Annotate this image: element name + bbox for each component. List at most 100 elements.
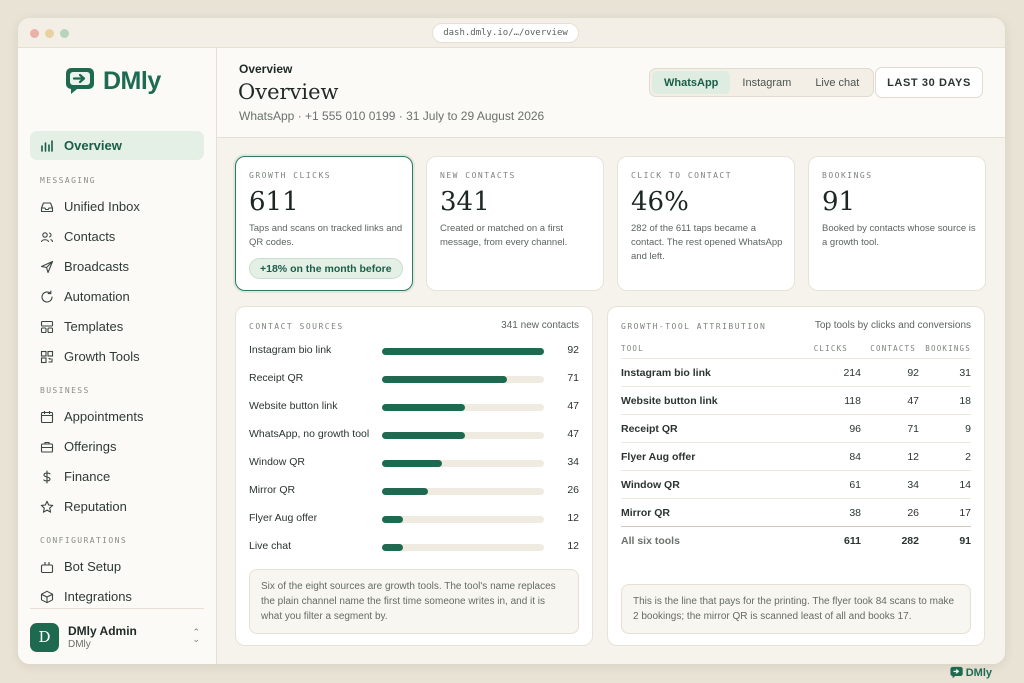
table-row[interactable]: Website button link 118 47 18 [621, 386, 971, 414]
template-icon [40, 320, 54, 333]
metric-card-click-to-contact[interactable]: CLICK TO CONTACT 46% 282 of the 611 taps… [617, 156, 795, 291]
attribution-caption: Top tools by clicks and conversions [814, 320, 971, 331]
sidebar-item-offerings[interactable]: Offerings [30, 432, 204, 461]
sidebar-item-contacts[interactable]: Contacts [30, 222, 204, 251]
source-bar-track [382, 544, 544, 551]
source-row[interactable]: Website button link 47 [249, 399, 579, 415]
source-bar-track [382, 516, 544, 523]
maximize-window-dot[interactable] [60, 29, 69, 38]
bot-icon [40, 561, 54, 573]
sidebar-item-broadcasts[interactable]: Broadcasts [30, 252, 204, 281]
bookings-cell: 17 [959, 507, 971, 519]
source-row[interactable]: Live chat 12 [249, 539, 579, 555]
source-bar-fill [382, 348, 544, 355]
star-icon [40, 500, 54, 513]
user-name: DMly Admin [68, 624, 137, 638]
address-bar[interactable]: dash.dmly.io/…/overview [432, 23, 579, 43]
metric-card-bookings[interactable]: BOOKINGS 91 Booked by contacts whose sou… [808, 156, 986, 291]
tool-name: All six tools [621, 535, 680, 547]
source-value: 34 [567, 456, 579, 468]
footer-brand: DMly [950, 666, 992, 679]
browser-titlebar: dash.dmly.io/…/overview [18, 18, 1005, 48]
sidebar-item-label: Growth Tools [64, 349, 140, 364]
tab-instagram[interactable]: Instagram [742, 76, 792, 89]
tool-name: Website button link [621, 395, 718, 407]
clicks-cell: 84 [849, 451, 861, 463]
source-value: 26 [567, 484, 579, 496]
sidebar-item-label: Bot Setup [64, 559, 122, 574]
table-row[interactable]: Mirror QR 38 26 17 [621, 498, 971, 526]
metric-label: CLICK TO CONTACT [631, 171, 733, 180]
source-row[interactable]: WhatsApp, no growth tool 47 [249, 427, 579, 443]
sidebar-item-overview[interactable]: Overview [30, 131, 204, 160]
main-content: Overview Overview WhatsApp · +1 555 010 … [217, 48, 1005, 664]
sidebar-item-reputation[interactable]: Reputation [30, 492, 204, 521]
attribution-note: This is the line that pays for the print… [621, 584, 971, 634]
sidebar-item-automation[interactable]: Automation [30, 282, 204, 311]
column-header-contacts[interactable]: CONTACTS [870, 344, 916, 353]
sidebar-item-label: Automation [64, 289, 130, 304]
metric-value: 611 [249, 187, 299, 217]
source-bar-fill [382, 460, 442, 467]
source-row[interactable]: Receipt QR 71 [249, 371, 579, 387]
qr-icon [40, 350, 54, 363]
contacts-cell: 47 [907, 395, 919, 407]
contact-sources-panel: CONTACT SOURCES 341 new contacts Instagr… [235, 306, 593, 646]
source-bar-track [382, 376, 544, 383]
tool-name: Flyer Aug offer [621, 451, 696, 463]
source-value: 47 [567, 400, 579, 412]
table-row[interactable]: Flyer Aug offer 84 12 2 [621, 442, 971, 470]
page-header: Overview Overview WhatsApp · +1 555 010 … [217, 48, 1005, 138]
sidebar-item-appointments[interactable]: Appointments [30, 402, 204, 431]
source-bar-track [382, 460, 544, 467]
clicks-cell: 96 [849, 423, 861, 435]
sidebar-item-finance[interactable]: Finance [30, 462, 204, 491]
tab-whatsapp[interactable]: WhatsApp [652, 71, 731, 94]
source-row[interactable]: Mirror QR 26 [249, 483, 579, 499]
source-bar-fill [382, 404, 465, 411]
source-bar-fill [382, 432, 465, 439]
column-header-bookings[interactable]: BOOKINGS [925, 344, 971, 353]
sidebar-item-templates[interactable]: Templates [30, 312, 204, 341]
send-icon [40, 260, 54, 273]
minimize-window-dot[interactable] [45, 29, 54, 38]
metric-label: GROWTH CLICKS [249, 171, 332, 180]
source-row[interactable]: Instagram bio link 92 [249, 343, 579, 359]
table-row[interactable]: Instagram bio link 214 92 31 [621, 358, 971, 386]
sidebar-item-bot-setup[interactable]: Bot Setup [30, 552, 204, 581]
date-range-button[interactable]: LAST 30 DAYS [875, 67, 983, 98]
sources-note: Six of the eight sources are growth tool… [249, 569, 579, 634]
metric-card-growth-clicks[interactable]: GROWTH CLICKS 611 Taps and scans on trac… [235, 156, 413, 291]
clicks-cell: 61 [849, 479, 861, 491]
table-total-row[interactable]: All six tools 611 282 91 [621, 526, 971, 554]
panel-label: CONTACT SOURCES [249, 322, 344, 331]
table-row[interactable]: Receipt QR 96 71 9 [621, 414, 971, 442]
column-header-tool[interactable]: TOOL [621, 344, 644, 353]
tab-live-chat[interactable]: Live chat [815, 76, 860, 89]
panel-label: GROWTH-TOOL ATTRIBUTION [621, 322, 767, 331]
section-label-configurations: CONFIGURATIONS [40, 536, 128, 545]
sidebar-item-label: Broadcasts [64, 259, 130, 274]
attribution-panel: GROWTH-TOOL ATTRIBUTION Top tools by cli… [607, 306, 985, 646]
source-row[interactable]: Window QR 34 [249, 455, 579, 471]
source-value: 92 [567, 344, 579, 356]
metric-description: Taps and scans on tracked links and QR c… [249, 223, 403, 248]
source-value: 71 [567, 372, 579, 384]
source-bar-fill [382, 544, 404, 551]
metric-value: 341 [440, 187, 490, 217]
brand-logo[interactable]: DMly [65, 66, 161, 96]
source-row[interactable]: Flyer Aug offer 12 [249, 511, 579, 527]
table-row[interactable]: Window QR 61 34 14 [621, 470, 971, 498]
metric-card-new-contacts[interactable]: NEW CONTACTS 341 Created or matched on a… [426, 156, 604, 291]
sidebar-item-growth-tools[interactable]: Growth Tools [30, 342, 204, 371]
bookings-cell: 18 [959, 395, 971, 407]
sidebar-item-label: Overview [64, 138, 122, 153]
avatar: D [30, 622, 59, 652]
metric-description: Created or matched on a first message, f… [440, 223, 568, 248]
sidebar-item-integrations[interactable]: Integrations [30, 582, 204, 611]
sidebar-item-unified-inbox[interactable]: Unified Inbox [30, 192, 204, 221]
close-window-dot[interactable] [30, 29, 39, 38]
column-header-clicks[interactable]: CLICKS [813, 344, 848, 353]
account-switcher[interactable]: D DMly Admin DMly ⌃ ⌄ [30, 621, 204, 653]
sidebar-item-label: Offerings [64, 439, 117, 454]
